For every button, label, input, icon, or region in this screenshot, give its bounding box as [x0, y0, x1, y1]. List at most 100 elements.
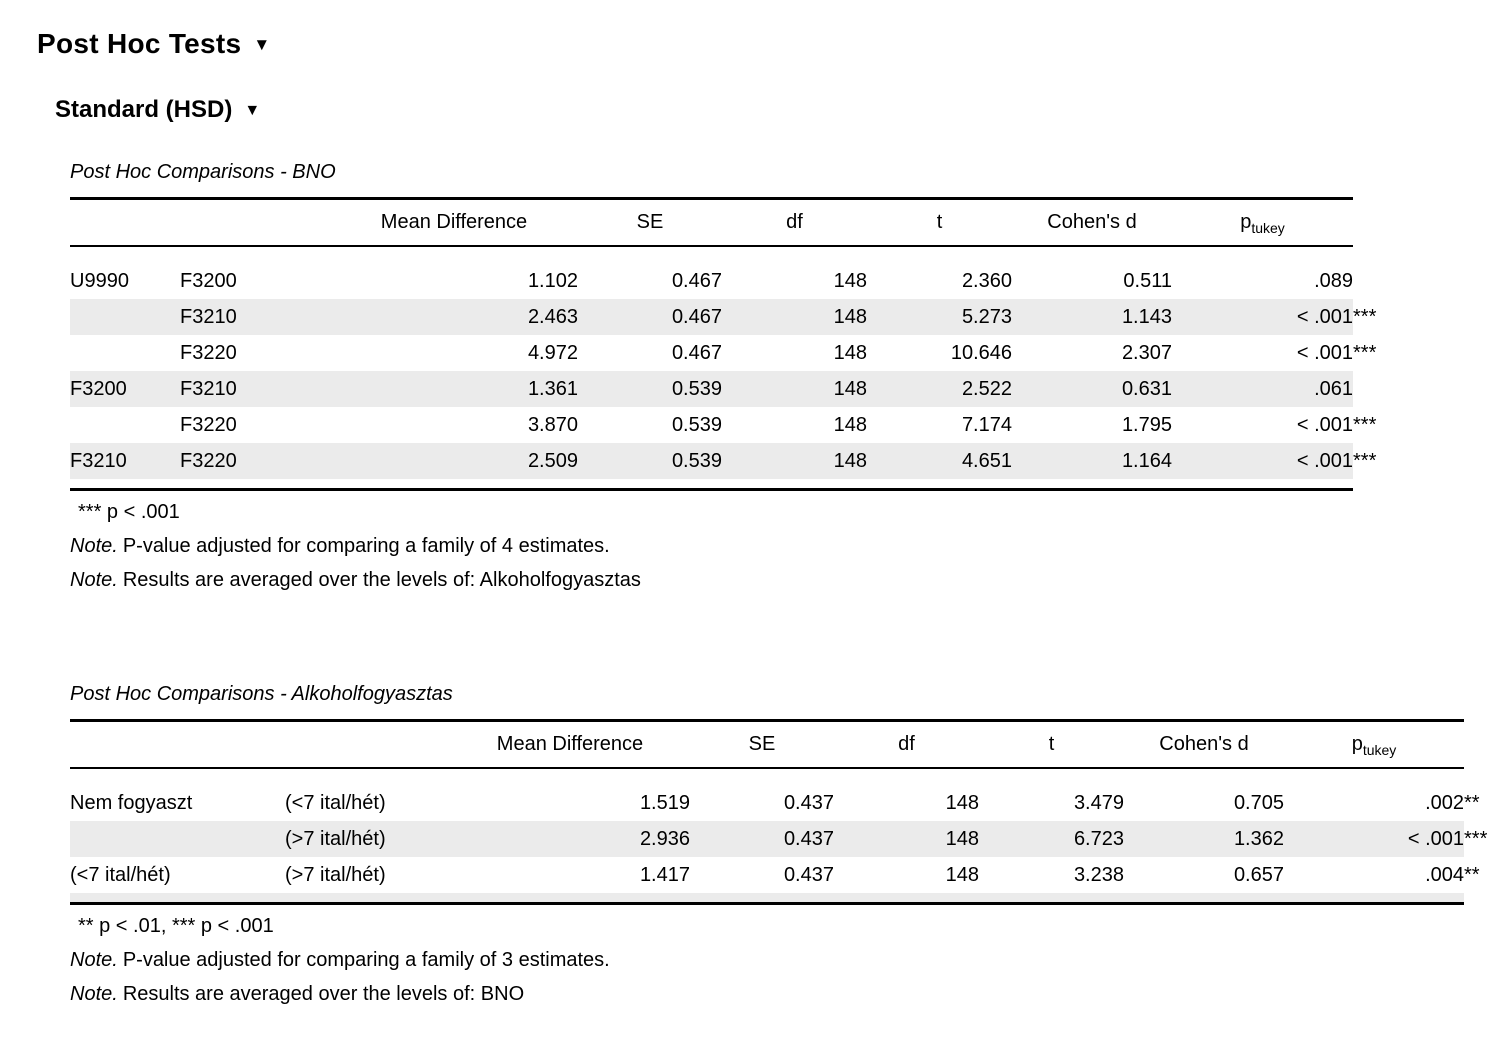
note-label: Note. — [70, 535, 118, 557]
table-title-alkoholfogyasztas[interactable]: Post Hoc Comparisons - Alkoholfogyasztas — [70, 683, 453, 705]
table-row: (<7 ital/hét) (>7 ital/hét) 1.417 0.437 148 3… — [70, 857, 1480, 893]
note-text: P-value adjusted for comparing a family … — [122, 949, 610, 971]
subsection-title: Standard (HSD) — [55, 96, 233, 123]
significance-legend: *** p < .001 — [78, 501, 180, 523]
section-header-post-hoc-tests[interactable]: Post Hoc Tests ▼ — [37, 28, 1490, 60]
col-header-t: t — [979, 720, 1124, 769]
section-title: Post Hoc Tests — [37, 28, 242, 59]
cell-mean-difference: 2.509 — [527, 449, 578, 472]
note-label: Note. — [70, 983, 118, 1005]
cell-p-tukey: .061 — [1314, 377, 1353, 400]
table-bottom-strip — [70, 479, 1353, 490]
cell-cohens-d: 1.362 — [1233, 827, 1284, 850]
col-header-p-tukey: ptukey — [1172, 198, 1353, 247]
cell-cohens-d: 0.705 — [1233, 791, 1284, 814]
cell-mean-difference: 2.936 — [639, 827, 690, 850]
col-header-se: SE — [690, 720, 834, 769]
cell-df: 148 — [833, 377, 867, 400]
collapse-caret-icon[interactable]: ▼ — [253, 35, 271, 54]
note-text: P-value adjusted for comparing a family … — [122, 535, 610, 557]
cell-comparison-level-2: (>7 ital/hét) — [285, 827, 386, 850]
cell-se: 0.539 — [671, 377, 722, 400]
col-header-t: t — [867, 198, 1012, 247]
table-note: Note. Results are averaged over the level… — [70, 569, 1490, 592]
post-hoc-comparisons-bno-block: Post Hoc Comparisons - BNO Mean Differen… — [70, 161, 1490, 592]
table-note: Note. Results are averaged over the level… — [70, 983, 1490, 1006]
cell-df: 148 — [833, 341, 867, 364]
cell-comparison-level-2: F3200 — [180, 269, 237, 292]
table-note: Note. P-value adjusted for comparing a fa… — [70, 535, 1490, 558]
cell-comparison-level-2: F3220 — [180, 341, 237, 364]
cell-comparison-level-1: Nem fogyaszt — [70, 791, 193, 814]
cell-mean-difference: 1.417 — [639, 863, 690, 886]
table-header-row: Mean Difference SE df t Cohen's d ptukey — [70, 198, 1353, 247]
cell-comparison-level-1: F3200 — [70, 377, 127, 400]
cell-t: 6.723 — [1073, 827, 1124, 850]
cell-comparison-level-1 — [70, 821, 285, 857]
col-header-df: df — [834, 720, 979, 769]
cell-p-tukey: < .001*** — [1407, 827, 1488, 850]
significance-legend: ** p < .01, *** p < .001 — [78, 915, 274, 937]
cell-mean-difference: 4.972 — [527, 341, 578, 364]
cell-mean-difference: 3.870 — [527, 413, 578, 436]
note-label: Note. — [70, 949, 118, 971]
cell-t: 2.522 — [961, 377, 1012, 400]
cell-comparison-level-2: F3220 — [180, 413, 237, 436]
cell-comparison-level-1 — [70, 407, 180, 443]
table-note: Note. P-value adjusted for comparing a fa… — [70, 949, 1490, 972]
cell-t: 3.238 — [1073, 863, 1124, 886]
cell-df: 148 — [833, 413, 867, 436]
cell-comparison-level-2: (>7 ital/hét) — [285, 863, 386, 886]
cell-cohens-d: 2.307 — [1121, 341, 1172, 364]
table-row: F3220 3.870 0.539 148 7.174 1.795 < .001*** — [70, 407, 1377, 443]
cell-comparison-level-1: U9990 — [70, 269, 129, 292]
cell-df: 148 — [945, 791, 979, 814]
cell-p-tukey: < .001*** — [1296, 449, 1377, 472]
note-text: Results are averaged over the levels of:… — [122, 983, 525, 1005]
cell-mean-difference: 1.519 — [639, 791, 690, 814]
cell-t: 2.360 — [961, 269, 1012, 292]
cell-se: 0.437 — [783, 863, 834, 886]
cell-cohens-d: 1.795 — [1121, 413, 1172, 436]
cell-se: 0.467 — [671, 305, 722, 328]
col-header-mean-difference: Mean Difference — [330, 198, 578, 247]
col-header-cohens-d: Cohen's d — [1012, 198, 1172, 247]
col-header-p-tukey: ptukey — [1284, 720, 1464, 769]
cell-t: 4.651 — [961, 449, 1012, 472]
cell-se: 0.437 — [783, 827, 834, 850]
cell-t: 10.646 — [950, 341, 1012, 364]
cell-cohens-d: 1.164 — [1121, 449, 1172, 472]
cell-t: 3.479 — [1073, 791, 1124, 814]
cell-comparison-level-2: F3220 — [180, 449, 237, 472]
cell-comparison-level-1 — [70, 335, 180, 371]
table-row: F3220 4.972 0.467 148 10.646 2.307 < .001*** — [70, 335, 1376, 371]
cell-p-tukey: .004** — [1425, 863, 1480, 886]
cell-se: 0.437 — [783, 791, 834, 814]
table-row: F3210 F3220 2.509 0.539 148 4.651 1.164 < .001*… — [70, 443, 1377, 479]
cell-comparison-level-2: F3210 — [180, 377, 237, 400]
cell-mean-difference: 2.463 — [527, 305, 578, 328]
cell-df: 148 — [833, 305, 867, 328]
col-header-comparison-level-1 — [70, 720, 285, 769]
cell-p-tukey: < .001*** — [1296, 305, 1377, 328]
cell-df: 148 — [945, 863, 979, 886]
cell-p-tukey: < .001*** — [1296, 413, 1377, 436]
cell-comparison-level-2: (<7 ital/hét) — [285, 791, 386, 814]
cell-t: 7.174 — [961, 413, 1012, 436]
table-row: (>7 ital/hét) 2.936 0.437 148 6.723 1.362 < .0… — [70, 821, 1488, 857]
post-hoc-comparisons-bno-table: Mean Difference SE df t Cohen's d ptukey U9990… — [70, 197, 1377, 491]
table-header-row: Mean Difference SE df t Cohen's d ptukey — [70, 720, 1464, 769]
table-row: F3210 2.463 0.467 148 5.273 1.143 < .001*** — [70, 299, 1377, 335]
cell-t: 5.273 — [961, 305, 1012, 328]
cell-p-tukey: .002** — [1425, 791, 1480, 814]
table-title-bno[interactable]: Post Hoc Comparisons - BNO — [70, 161, 336, 183]
note-text: Results are averaged over the levels of:… — [122, 569, 641, 591]
subsection-header-standard-hsd[interactable]: Standard (HSD) ▼ — [55, 96, 1490, 124]
col-header-se: SE — [578, 198, 722, 247]
table-row: Nem fogyaszt (<7 ital/hét) 1.519 0.437 148 3.… — [70, 768, 1480, 821]
table-bottom-strip — [70, 893, 1464, 904]
cell-se: 0.467 — [671, 269, 722, 292]
collapse-caret-icon[interactable]: ▼ — [244, 102, 261, 119]
cell-df: 148 — [833, 269, 867, 292]
